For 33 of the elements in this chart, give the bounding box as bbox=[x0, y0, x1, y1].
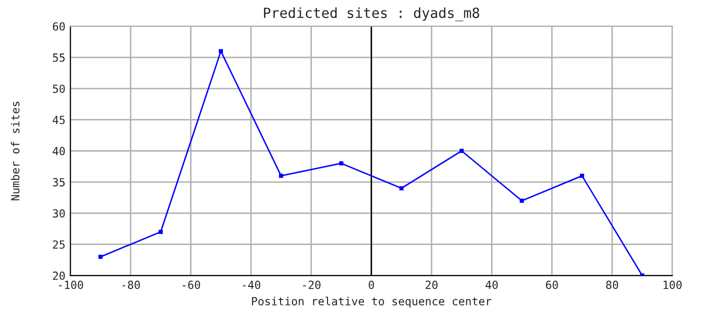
x-tick-label: 60 bbox=[546, 280, 558, 290]
y-axis-title: Number of sites bbox=[10, 102, 20, 200]
chart-title: Predicted sites : dyads_m8 bbox=[264, 7, 480, 22]
point bbox=[580, 174, 584, 178]
point bbox=[520, 198, 524, 203]
y-tick-label: 45 bbox=[52, 116, 65, 124]
point bbox=[158, 230, 163, 234]
x-tick-label: -20 bbox=[303, 280, 320, 290]
x-tick-label: -60 bbox=[182, 280, 200, 290]
x-tick-label: 0 bbox=[368, 280, 374, 290]
y-tick-label: 55 bbox=[52, 54, 65, 62]
y-tick-label: 35 bbox=[52, 178, 65, 186]
point bbox=[460, 148, 464, 153]
x-tick-label: -40 bbox=[242, 280, 260, 290]
x-tick-label: 80 bbox=[606, 280, 618, 290]
point bbox=[399, 186, 404, 190]
x-tick-label: -100 bbox=[58, 280, 84, 290]
x-tick-label: 100 bbox=[664, 280, 682, 290]
point bbox=[218, 49, 223, 54]
y-tick-label: 20 bbox=[52, 272, 65, 280]
x-tick-label: 20 bbox=[426, 280, 438, 290]
y-tick-label: 40 bbox=[52, 146, 65, 156]
point bbox=[278, 174, 284, 178]
y-tick-label: 50 bbox=[52, 84, 65, 93]
point bbox=[640, 273, 644, 276]
x-axis-title: Position relative to sequence center bbox=[252, 296, 492, 308]
y-tick-label: 30 bbox=[52, 209, 65, 218]
y-tick-label: 25 bbox=[52, 240, 65, 249]
x-tick-label: -80 bbox=[122, 280, 140, 290]
x-tick-label: 40 bbox=[486, 280, 498, 290]
y-tick-label: 60 bbox=[52, 22, 65, 31]
point bbox=[98, 254, 103, 259]
point bbox=[339, 161, 344, 166]
